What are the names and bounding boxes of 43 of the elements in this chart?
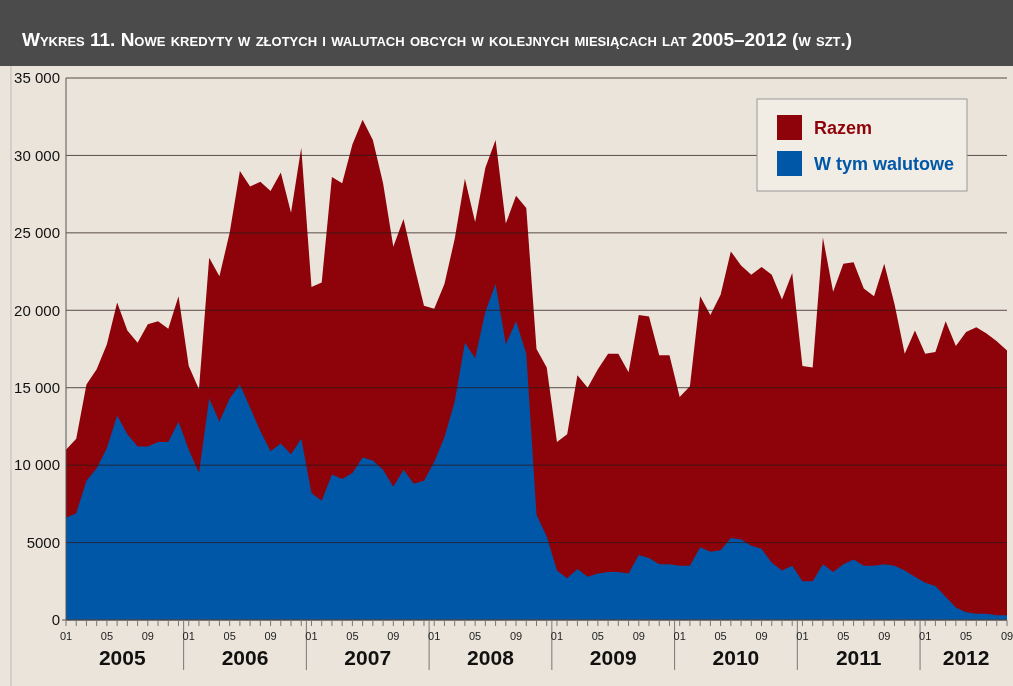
text: 2008 — [467, 646, 515, 669]
x-tick-label: 09 — [509, 630, 523, 642]
y-tick-label: 5000 — [26, 533, 60, 551]
text: 2011 — [835, 646, 882, 669]
x-tick-label: 09 — [264, 630, 277, 642]
x-tick-label: 01 — [59, 630, 73, 642]
legend-label: Razem — [814, 118, 873, 139]
x-tick-label: 01 — [919, 630, 932, 642]
y-tick-label: 20 000 — [14, 301, 60, 319]
text: 2005 — [98, 646, 146, 669]
y-tick-label: 15 000 — [14, 378, 60, 396]
x-tick-label: 05 — [346, 630, 359, 642]
y-tick-label: 0 — [51, 611, 60, 629]
x-tick-label: 05 — [959, 630, 973, 642]
x-tick-label: 01 — [796, 630, 809, 642]
x-tick-label: 05 — [714, 630, 727, 642]
chart-title: Wykres 11. Nowe kredyty w złotych i walutach obcych w kolejnych miesiącach lat 2005–2012 (w szt.) — [22, 29, 853, 50]
text: 2006 — [221, 646, 269, 669]
y-tick-label: 10 000 — [14, 456, 60, 474]
x-tick-label: 01 — [673, 630, 686, 642]
x-tick-label: 09 — [878, 630, 891, 642]
x-tick-label: 05 — [591, 630, 604, 642]
x-tick-label: 05 — [100, 630, 114, 642]
x-tick-label: 05 — [469, 630, 482, 642]
text: 2010 — [712, 646, 760, 669]
x-tick-label: 09 — [1000, 630, 1013, 642]
x-tick-label: 01 — [550, 630, 564, 642]
x-tick-label: 09 — [632, 630, 645, 642]
x-tick-label: 05 — [837, 630, 850, 642]
x-tick-label: 01 — [428, 630, 441, 642]
y-tick-label: 35 000 — [14, 69, 60, 87]
text: 2012 — [942, 646, 990, 669]
y-tick-label: 30 000 — [14, 146, 60, 164]
x-tick-label: 05 — [223, 630, 236, 642]
x-tick-label: 09 — [755, 630, 768, 642]
text: 2007 — [344, 646, 392, 669]
y-tick-label: 25 000 — [14, 224, 60, 242]
x-tick-label: 09 — [387, 630, 400, 642]
legend-label: W tym walutowe — [814, 154, 955, 175]
x-tick-label: 09 — [141, 630, 154, 642]
x-tick-label: 01 — [182, 630, 195, 642]
text: 2009 — [589, 646, 637, 669]
x-tick-label: 01 — [305, 630, 318, 642]
